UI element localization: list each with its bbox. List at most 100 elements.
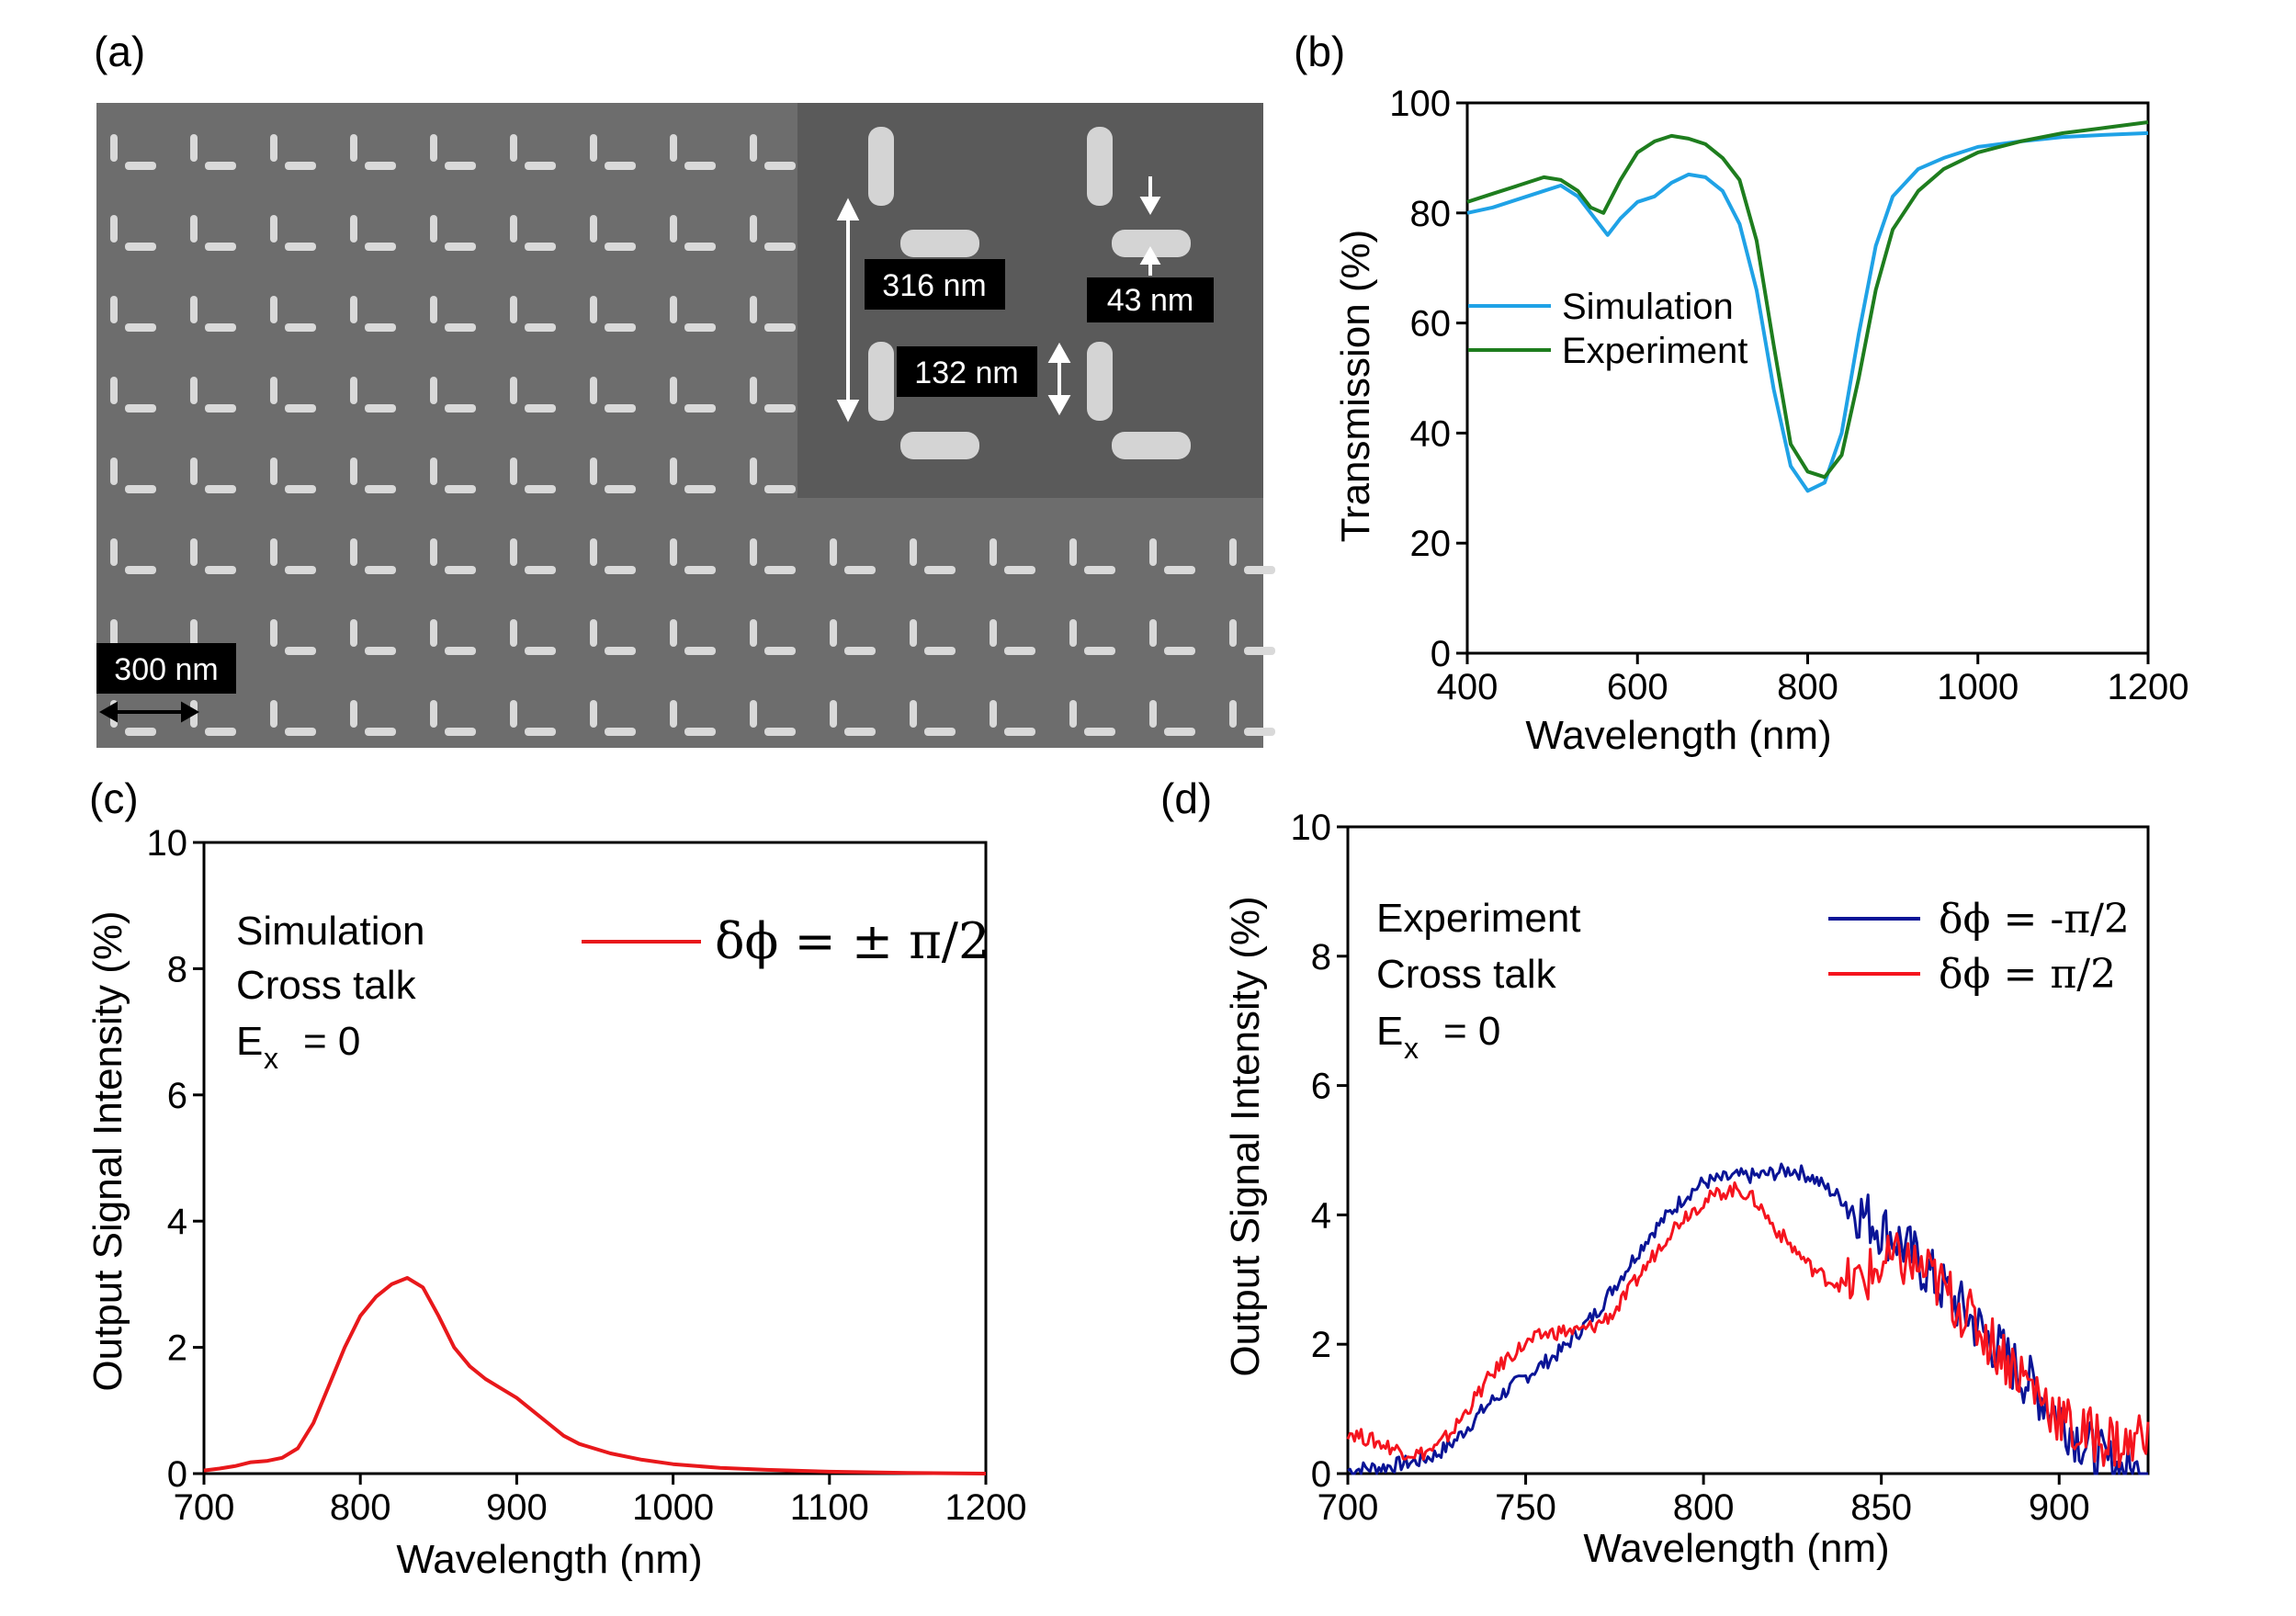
nanorod-horizontal [365,485,396,493]
nanorod-horizontal [1244,566,1275,574]
nanorod-horizontal [1244,728,1275,736]
nanorod-horizontal [1164,647,1195,655]
nanorod-vertical [670,619,677,647]
inset-rod-vertical [1087,127,1113,206]
y-tick-label: 4 [1311,1195,1331,1236]
dim-width-label: 43 nm [1107,283,1194,318]
nanorod-vertical [590,134,597,162]
panel-d-label: (d) [1160,774,1212,822]
nanorod-horizontal [1164,566,1195,574]
nanorod-vertical [510,619,517,647]
panel-a-label: (a) [94,28,145,75]
nanorod-horizontal [605,728,636,736]
x-tick-label: 800 [1673,1487,1735,1528]
arrow-head-down [1139,197,1161,216]
plot-frame [1346,825,2150,1475]
nanorod-horizontal [445,243,476,251]
arrow-head-up [1047,342,1071,363]
nanorod-horizontal [924,566,956,574]
nanorod-horizontal [1084,566,1115,574]
nanorod-horizontal [605,566,636,574]
y-tick-label: 0 [1431,634,1451,674]
nanorod-vertical [830,700,837,728]
annotation-subscript: x [264,1042,278,1075]
nanorod-horizontal [844,566,876,574]
nanorod-vertical [1229,700,1237,728]
nanorod-vertical [590,538,597,566]
nanorod-horizontal [764,728,796,736]
nanorod-horizontal [125,566,156,574]
nanorod-horizontal [764,566,796,574]
inset-rod-horizontal [1112,432,1191,459]
nanorod-vertical [110,619,118,647]
chart-b-xlabel: Wavelength (nm) [1525,713,1831,758]
nanorod-horizontal [525,404,556,412]
nanorod-horizontal [285,728,316,736]
nanorod-horizontal [1004,566,1035,574]
nanorod-vertical [190,377,198,404]
chart-c-ylabel: Output Signal Intensity (%) [85,910,130,1391]
nanorod-vertical [270,538,277,566]
nanorod-vertical [190,134,198,162]
nanorod-vertical [1069,700,1077,728]
nanorod-horizontal [525,566,556,574]
y-tick-label: 6 [1311,1067,1331,1107]
nanorod-vertical [350,458,357,485]
nanorod-vertical [270,619,277,647]
nanorod-vertical [750,700,757,728]
y-tick-label: 8 [1311,937,1331,978]
nanorod-vertical [670,215,677,243]
nanorod-vertical [1069,619,1077,647]
nanorod-horizontal [605,243,636,251]
x-tick-label: 900 [486,1487,548,1528]
panel-c-label: (c) [89,774,139,822]
x-tick-label: 600 [1607,667,1668,707]
nanorod-horizontal [445,323,476,332]
legend-dphi-minus: δϕ = -π/2 [1939,896,2130,943]
nanorod-horizontal [285,162,316,170]
nanorod-vertical [270,134,277,162]
chart-d-legend: δϕ = -π/2 δϕ = π/2 [1828,896,2130,998]
nanorod-horizontal [844,728,876,736]
nanorod-horizontal [684,243,716,251]
nanorod-horizontal [365,162,396,170]
nanorod-horizontal [205,162,236,170]
chart-b: 400 600 800 1000 1200 0 20 40 60 80 100 Wavelength… [1333,84,2189,758]
nanorod-vertical [1229,538,1237,566]
nanorod-horizontal [205,728,236,736]
nanorod-vertical [670,538,677,566]
annotation-e: E [1376,1009,1403,1054]
nanorod-vertical [750,538,757,566]
chart-c: 700 800 900 1000 1100 1200 0 2 4 6 8 10 Wavelength … [85,823,1026,1582]
dim-width-box [1087,277,1214,322]
chart-d-ylabel: Output Signal Intensity (%) [1223,896,1268,1376]
nanorod-vertical [430,619,437,647]
nanorod-horizontal [684,647,716,655]
nanorod-horizontal [445,728,476,736]
nanorod-horizontal [445,485,476,493]
nanorod-vertical [670,377,677,404]
nanorod-vertical [350,377,357,404]
nanorod-vertical [590,377,597,404]
arrow-head-up [836,198,860,220]
nanorod-vertical [750,134,757,162]
x-tick-label: 800 [1777,667,1838,707]
nanorod-vertical [910,619,917,647]
nanorod-vertical [430,458,437,485]
dim-period-box [865,259,1005,310]
dim-length-box [897,346,1037,397]
nanorod-vertical [190,215,198,243]
nanorod-vertical [510,538,517,566]
nanorod-horizontal [764,243,796,251]
nanorod-vertical [190,296,198,323]
y-tick-label: 2 [1311,1325,1331,1365]
nanorod-horizontal [605,647,636,655]
nanorod-horizontal [365,243,396,251]
nanorod-horizontal [605,485,636,493]
nanorod-vertical [1069,538,1077,566]
y-tick-label: 40 [1410,413,1452,454]
nanorod-vertical [350,619,357,647]
nanorod-vertical [590,700,597,728]
nanorod-vertical [350,296,357,323]
nanorod-horizontal [1004,728,1035,736]
